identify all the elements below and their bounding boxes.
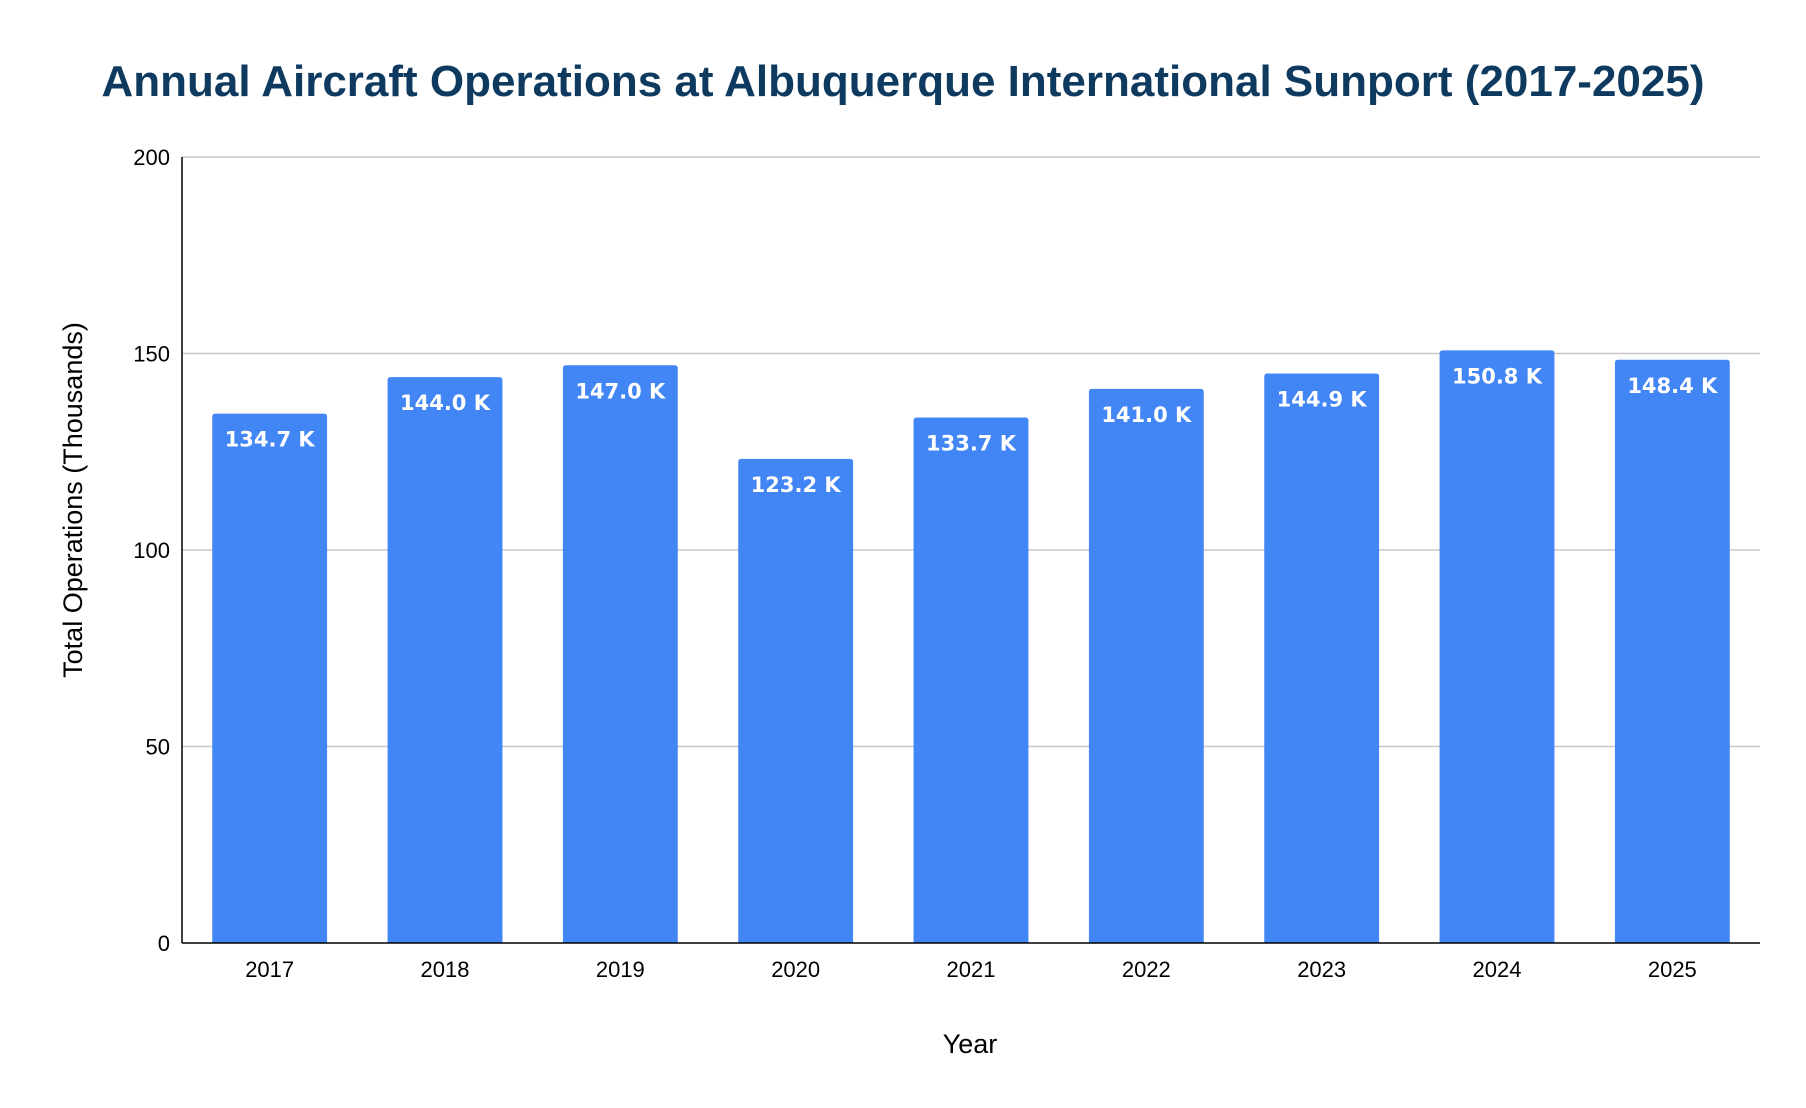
data-label: 144.0 K bbox=[400, 391, 491, 415]
x-tick-label: 2020 bbox=[771, 957, 820, 982]
chart-title: Annual Aircraft Operations at Albuquerqu… bbox=[102, 57, 1705, 106]
bar-2019 bbox=[562, 365, 678, 943]
data-label: 148.4 K bbox=[1627, 374, 1718, 398]
bars: 134.7 K 144.0 K 147.0 K 123.2 K 133.7 K 141.0… bbox=[212, 350, 1730, 944]
x-tick-label: 2018 bbox=[421, 957, 470, 982]
y-tick-label: 150 bbox=[133, 342, 170, 367]
bar-2023 bbox=[1264, 373, 1380, 944]
y-tick-label: 0 bbox=[158, 931, 170, 956]
data-label: 150.8 K bbox=[1452, 364, 1543, 388]
y-tick-label: 100 bbox=[133, 538, 170, 563]
x-tick-label: 2024 bbox=[1473, 957, 1522, 982]
y-tick-label: 50 bbox=[146, 735, 170, 760]
x-tick-label: 2023 bbox=[1297, 957, 1346, 982]
bar-2017 bbox=[212, 413, 328, 943]
bar-2021 bbox=[913, 417, 1029, 944]
data-label: 123.2 K bbox=[751, 473, 842, 497]
bar-2024 bbox=[1439, 350, 1555, 944]
bar-2020 bbox=[738, 458, 854, 943]
data-label: 141.0 K bbox=[1101, 403, 1192, 427]
x-axis-ticks: 2017 2018 2019 2020 2021 2022 2023 2024 2025 bbox=[245, 957, 1697, 982]
bar-2025 bbox=[1614, 359, 1730, 944]
y-tick-label: 200 bbox=[133, 145, 170, 170]
data-label: 133.7 K bbox=[926, 432, 1017, 456]
x-tick-label: 2019 bbox=[596, 957, 645, 982]
x-tick-label: 2025 bbox=[1648, 957, 1697, 982]
x-tick-label: 2017 bbox=[245, 957, 294, 982]
x-tick-label: 2022 bbox=[1122, 957, 1171, 982]
y-axis-title: Total Operations (Thousands) bbox=[58, 322, 88, 678]
bar-2022 bbox=[1088, 388, 1204, 943]
axes bbox=[181, 157, 1760, 944]
data-label: 134.7 K bbox=[225, 428, 316, 452]
x-tick-label: 2021 bbox=[947, 957, 996, 982]
x-axis-title: Year bbox=[943, 1029, 998, 1059]
data-label: 144.9 K bbox=[1277, 388, 1368, 412]
data-label: 147.0 K bbox=[575, 379, 666, 403]
y-axis-ticks: 0 50 100 150 200 bbox=[133, 145, 170, 956]
bar-2018 bbox=[387, 377, 503, 944]
